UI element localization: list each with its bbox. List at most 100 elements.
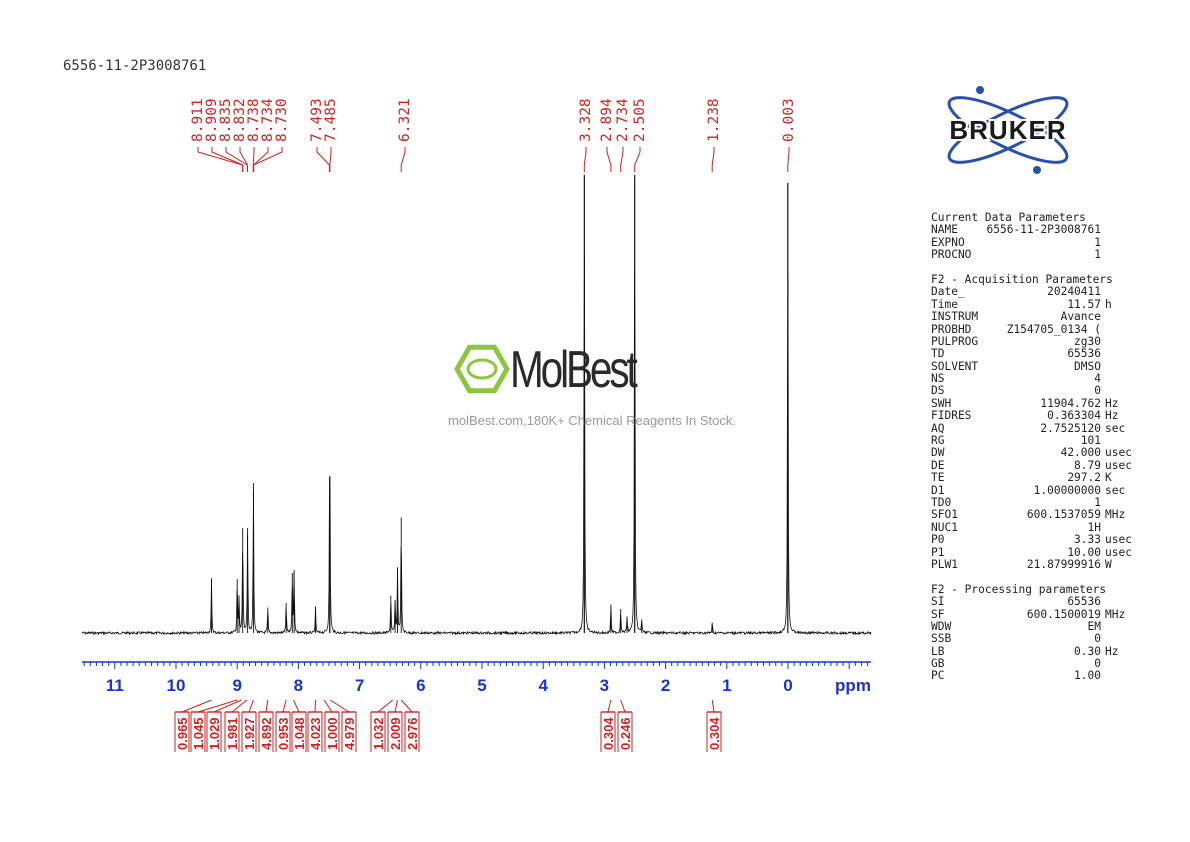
integral-connector	[607, 699, 612, 713]
peak-label-connector	[329, 147, 332, 172]
param-row: P1 10.00 usec	[931, 545, 1146, 559]
peak-label-connector	[634, 147, 641, 172]
param-key: NAME	[931, 223, 958, 237]
x-tick-label: 7	[355, 676, 364, 695]
peak-label: 7.485	[323, 98, 339, 142]
param-unit: sec	[1105, 421, 1126, 435]
molbest-hexagon-outer	[454, 344, 510, 394]
param-section-title: F2 - Acquisition Parameters	[931, 272, 1113, 286]
param-value: DMSO	[1074, 359, 1101, 373]
param-row: GB 0	[931, 657, 1146, 670]
param-key: RG	[931, 434, 945, 448]
param-key: PLW1	[931, 557, 958, 571]
sample-name: 6556-11-2P3008761	[63, 58, 207, 74]
param-value: 101	[1080, 434, 1101, 448]
param-row: TE 297.2 K	[931, 471, 1146, 484]
param-value: 2.7525120	[1040, 421, 1101, 435]
bruker-logo-orbit-1	[947, 96, 1069, 164]
param-row: LB 0.30 Hz	[931, 645, 1146, 658]
param-unit: h	[1105, 297, 1112, 311]
param-row: TD0 1	[931, 495, 1146, 509]
integral-value: 1.048	[292, 717, 307, 750]
param-value: zg30	[1074, 334, 1101, 348]
x-tick-label: 2	[661, 676, 670, 695]
integral-value: 4.979	[342, 717, 357, 750]
param-value: 8.79	[1074, 458, 1101, 472]
bruker-logo-orbit-2	[947, 96, 1069, 164]
integral-connector	[181, 699, 212, 713]
param-key: PROBHD	[931, 322, 972, 336]
param-value: 4	[1094, 372, 1101, 386]
integral-connector	[282, 699, 287, 713]
param-key: DE	[931, 458, 945, 472]
param-row: TD 65536	[931, 347, 1146, 361]
param-row: SSB 0	[931, 632, 1146, 646]
param-key: SF	[931, 607, 945, 621]
peak-label: 1.238	[706, 98, 722, 142]
spectrum-trace	[81, 253, 872, 636]
param-row: SI 65536	[931, 595, 1146, 608]
parameters-panel: Current Data Parameters NAME 6556-11-2P300…	[931, 211, 1146, 683]
x-tick-label: 1	[722, 676, 731, 695]
peak-label: 8.734	[260, 98, 276, 142]
integral-value: 0.953	[276, 717, 291, 750]
peak-label: 2.505	[632, 98, 648, 142]
integral-value: 1.000	[325, 717, 340, 750]
param-row: SWH 11904.762 Hz	[931, 396, 1146, 410]
peak-label: 8.832	[232, 98, 248, 142]
param-row: PROBHD Z154705_0134 (	[931, 322, 1146, 336]
param-row: NUC1 1H	[931, 520, 1146, 534]
param-row: SF 600.1500019 MHz	[931, 607, 1146, 621]
param-value: 3.33	[1074, 533, 1101, 547]
param-value: 600.1537059	[1026, 508, 1101, 522]
param-value: 1	[1094, 235, 1101, 249]
param-value: 1	[1094, 495, 1101, 509]
param-key: AQ	[931, 421, 945, 435]
integral-value: 1.032	[371, 717, 386, 750]
integral-value: 4.892	[259, 717, 274, 750]
param-row: AQ 2.7525120 sec	[931, 421, 1146, 435]
peak-label-connector	[316, 147, 330, 172]
molbest-hexagon-inner	[466, 358, 498, 380]
param-key: TD	[931, 347, 945, 361]
integral-value: 0.246	[618, 717, 633, 750]
param-key: Date_	[931, 285, 965, 299]
param-row: DS 0	[931, 385, 1146, 398]
peak-label: 8.835	[218, 98, 234, 142]
peak-label-connector	[239, 147, 248, 172]
param-value: 1.00	[1074, 669, 1101, 683]
integral-value: 2.976	[405, 717, 420, 750]
peak-label-connector	[197, 147, 244, 172]
param-row: Date_ 20240411	[931, 285, 1146, 299]
param-row: INSTRUM Avance	[931, 310, 1146, 323]
peak-label: 6.321	[397, 98, 413, 142]
peak-label: 8.911	[190, 98, 206, 142]
peak-label: 8.909	[204, 98, 220, 142]
param-key: SWH	[931, 396, 952, 410]
param-value: 1H	[1087, 520, 1101, 534]
param-unit: W	[1105, 557, 1112, 571]
param-key: SSB	[931, 632, 952, 646]
integral-value: 0.965	[175, 717, 190, 750]
param-key: NUC1	[931, 520, 958, 534]
param-value: 600.1500019	[1026, 607, 1101, 621]
integral-connector	[265, 699, 269, 713]
param-key: PULPROG	[931, 334, 979, 348]
param-row: PLW1 21.87999916 W	[931, 557, 1146, 571]
integral-connector	[314, 699, 317, 713]
peak-label: 3.328	[578, 98, 594, 142]
x-tick-label: 9	[232, 676, 241, 695]
integral-value: 1.045	[191, 717, 206, 750]
param-row: DE 8.79 usec	[931, 458, 1146, 472]
param-row: FIDRES 0.363304 Hz	[931, 409, 1146, 422]
param-row: Time 11.57 h	[931, 297, 1146, 311]
peak-label-connector	[253, 147, 283, 172]
integral-connector	[400, 699, 413, 713]
param-value: 20240411	[1047, 285, 1101, 299]
molbest-brand: MolBest	[510, 341, 638, 399]
x-tick-label: 8	[294, 676, 303, 695]
integral-connector	[377, 699, 393, 713]
param-key: WDW	[931, 619, 952, 633]
param-key: P1	[931, 545, 945, 559]
